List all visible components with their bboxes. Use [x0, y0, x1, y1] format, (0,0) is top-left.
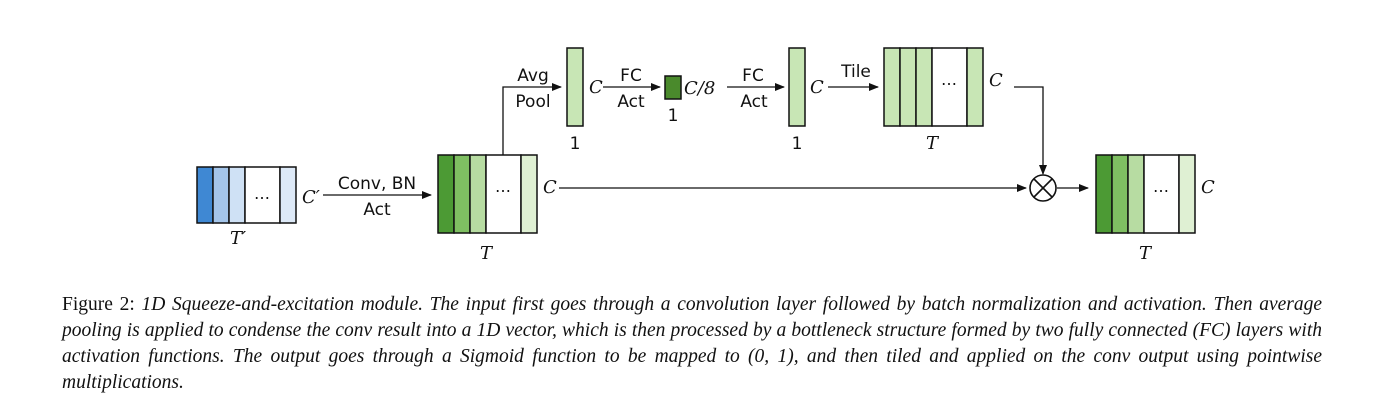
conv-output-tensor: … C T [437, 154, 557, 264]
pool-label: Pool [515, 92, 550, 112]
output-time-label: T [1139, 243, 1153, 264]
caption-text: 1D Squeeze-and-excitation module. The in… [62, 294, 1322, 393]
input-slice-last [279, 166, 297, 224]
bottleneck-width-label: 1 [668, 106, 679, 126]
tiled-ellipsis: … [941, 70, 957, 89]
tiled-tensor: … C T [883, 47, 1003, 154]
excitation-vector: C 1 [788, 47, 824, 154]
caption-label: Figure 2: [62, 294, 135, 315]
pointwise-multiply-icon [1029, 174, 1057, 202]
tiled-slice-3 [915, 47, 933, 127]
conv-time-label: T [480, 243, 494, 264]
input-slice-1 [196, 166, 214, 224]
conv-ellipsis: … [495, 177, 511, 196]
tile-to-multiply-arrow [1014, 86, 1047, 175]
conv-channel-label: C [543, 177, 557, 198]
conv-slice-last [520, 154, 538, 234]
act-label-3: Act [740, 92, 768, 112]
excitation-width-label: 1 [792, 134, 803, 154]
bottleneck-vector: C/8 1 [664, 75, 715, 126]
tiled-slice-1 [883, 47, 901, 127]
output-slice-1 [1095, 154, 1113, 234]
pooled-vector-bar [566, 47, 584, 127]
tiled-slice-2 [899, 47, 917, 127]
output-tensor: … C T [1095, 154, 1215, 264]
pooled-width-label: 1 [570, 134, 581, 154]
tiled-slice-last [966, 47, 984, 127]
input-ellipsis: … [254, 184, 270, 203]
output-slice-2 [1111, 154, 1129, 234]
conv-slice-1 [437, 154, 455, 234]
fc-label-1: FC [620, 66, 642, 86]
tiled-slice-gap [931, 47, 968, 127]
output-channel-label: C [1201, 177, 1215, 198]
tile-arrow: Tile [828, 62, 879, 91]
avg-pool-arrow: Avg Pool [502, 66, 562, 155]
excitation-channel-label: C [810, 77, 824, 98]
output-ellipsis: … [1153, 177, 1169, 196]
tiled-channel-label: C [989, 70, 1003, 91]
conv-slice-3 [469, 154, 487, 234]
figure-caption: Figure 2: 1D Squeeze-and-excitation modu… [62, 292, 1322, 396]
conv-slice-gap [485, 154, 522, 234]
act-label-2: Act [617, 92, 645, 112]
conv-bn-act-arrow: Conv, BN Act [323, 174, 432, 220]
output-slice-3 [1127, 154, 1145, 234]
avg-label: Avg [517, 66, 549, 86]
tiled-time-label: T [926, 133, 940, 154]
input-time-label: T′ [230, 228, 246, 249]
bottleneck-channel-label: C/8 [684, 78, 715, 99]
conv-bn-label: Conv, BN [338, 174, 416, 194]
se-module-diagram: … C′ T′ Conv, BN Act … C T Avg Pool C 1 … [196, 47, 1215, 264]
fc1-act-arrow: FC Act [603, 66, 661, 112]
input-slice-3 [228, 166, 246, 224]
input-slice-2 [212, 166, 230, 224]
tile-label: Tile [840, 62, 871, 82]
excitation-vector-bar [788, 47, 806, 127]
pooled-channel-label: C [589, 77, 603, 98]
bottleneck-square [664, 75, 682, 100]
pooled-vector: C 1 [566, 47, 603, 154]
output-slice-last [1178, 154, 1196, 234]
act-label-1: Act [363, 200, 391, 220]
fc2-act-arrow: FC Act [727, 66, 785, 112]
input-tensor: … C′ T′ [196, 166, 320, 249]
conv-slice-2 [453, 154, 471, 234]
output-slice-gap [1143, 154, 1180, 234]
input-slice-gap [244, 166, 281, 224]
fc-label-2: FC [742, 66, 764, 86]
input-channel-label: C′ [302, 187, 320, 208]
